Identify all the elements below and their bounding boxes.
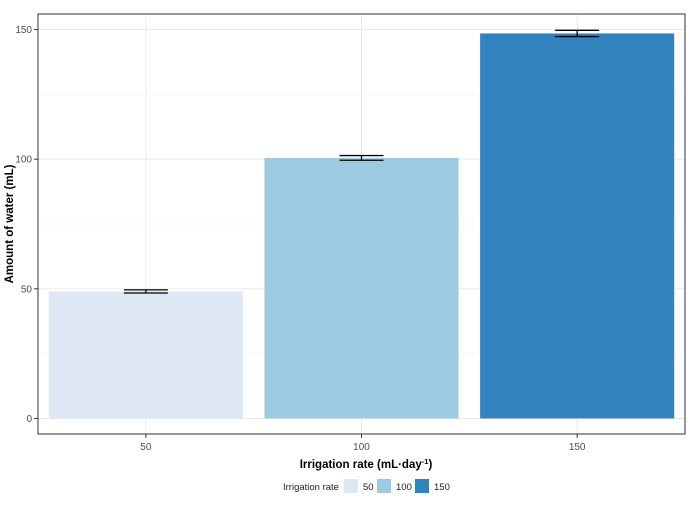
bar-150 [480, 33, 675, 419]
legend-item-150: 150 [415, 479, 450, 493]
legend-item-100: 100 [377, 479, 412, 493]
bar-50 [48, 291, 243, 419]
x-tick-label: 150 [569, 442, 586, 453]
legend-key [377, 479, 391, 493]
x-axis-title: Irrigation rate (mL·day-1) [300, 457, 433, 471]
y-axis: 0 50 100 150 [15, 25, 38, 425]
x-axis: 50 100 150 [140, 434, 586, 453]
error-bar-100 [339, 154, 384, 161]
y-tick-label: 50 [21, 284, 33, 295]
bar-100 [264, 157, 459, 419]
legend-key [344, 479, 358, 493]
error-bar-150 [555, 29, 600, 38]
y-tick-label: 0 [26, 414, 32, 425]
legend-label: 50 [363, 482, 374, 493]
legend-title: Irrigation rate [283, 482, 339, 493]
legend-label: 100 [396, 482, 412, 493]
legend: Irrigation rate 50 100 150 [283, 479, 450, 493]
y-tick-label: 100 [15, 155, 32, 166]
y-axis-title: Amount of water (mL) [4, 164, 16, 283]
bars [48, 33, 675, 419]
legend-label: 150 [434, 482, 450, 493]
legend-item-50: 50 [344, 479, 374, 493]
x-tick-label: 50 [140, 442, 152, 453]
legend-key [415, 479, 429, 493]
x-tick-label: 100 [353, 442, 370, 453]
error-bar-50 [123, 289, 168, 294]
error-bars [123, 29, 600, 294]
y-tick-label: 150 [15, 25, 32, 36]
